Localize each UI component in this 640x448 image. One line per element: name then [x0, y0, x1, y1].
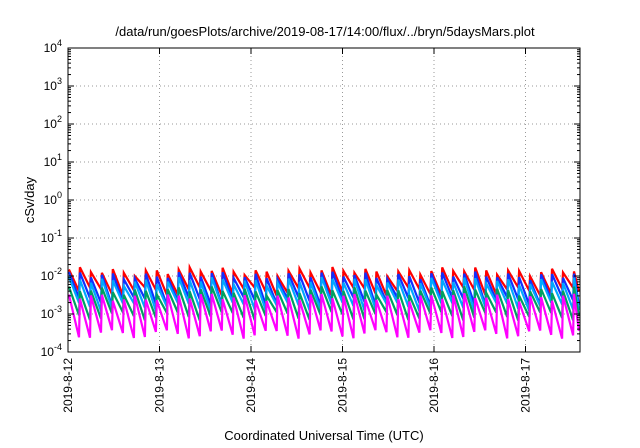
x-axis-ticks: 2019-8-12 2019-8-13 2019-8-14 2019-8-15 2019…	[61, 48, 533, 413]
y-tick-label: 10-2	[41, 266, 62, 283]
y-tick-label: 102	[44, 114, 62, 131]
y-tick-label: 101	[44, 152, 62, 169]
y-tick-label: 103	[44, 76, 62, 93]
x-tick-label: 2019-8-12	[61, 358, 75, 413]
x-tick-label: 2019-8-13	[153, 358, 167, 413]
x-tick-label: 2019-8-14	[244, 358, 258, 413]
x-tick-label: 2019-8-15	[336, 358, 350, 413]
series-lines	[67, 263, 580, 339]
y-tick-label: 10-3	[41, 304, 62, 321]
y-axis-label: cSv/day	[22, 176, 37, 223]
series-line	[67, 293, 580, 339]
x-axis-label: Coordinated Universal Time (UTC)	[224, 428, 423, 443]
x-tick-label: 2019-8-17	[519, 358, 533, 413]
y-tick-label: 10-4	[41, 342, 62, 359]
y-axis-ticks: 10-4 10-3 10-2 10-1 100 101 102 103 104	[41, 38, 580, 359]
y-tick-label: 10-1	[41, 228, 62, 245]
y-tick-label: 100	[44, 190, 62, 207]
y-tick-label: 104	[44, 38, 62, 55]
x-tick-label: 2019-8-16	[427, 358, 441, 413]
chart-title: /data/run/goesPlots/archive/2019-08-17/1…	[115, 24, 535, 39]
